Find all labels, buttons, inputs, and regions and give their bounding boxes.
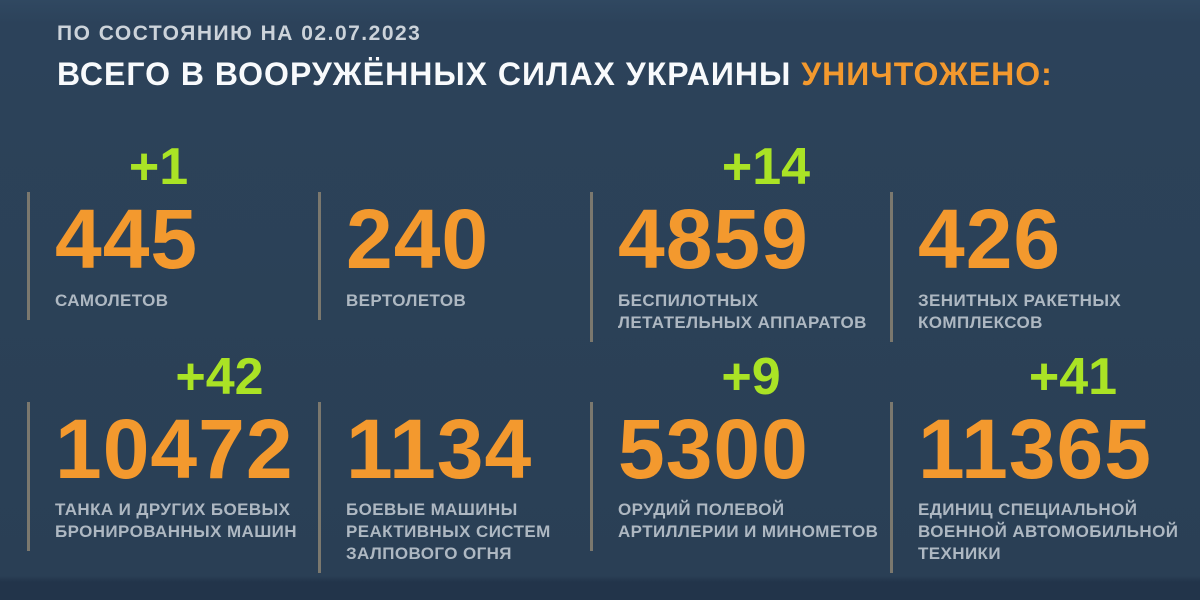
stat-body: 11365 ЕДИНИЦ СПЕЦИАЛЬНОЙ ВОЕННОЙ АВТОМОБ… bbox=[890, 401, 1200, 574]
stat-value: 10472 bbox=[55, 401, 294, 496]
stats-row-2: +42 10472 ТАНКА И ДРУГИХ БОЕВЫХ БРОНИРОВ… bbox=[27, 342, 1200, 574]
as-of-date: ПО СОСТОЯНИЮ НА 02.07.2023 bbox=[57, 22, 422, 45]
stat-value: 426 bbox=[918, 192, 1062, 286]
stat-increment: +9 bbox=[590, 342, 890, 406]
stat-label: БЕСПИЛОТНЫХ ЛЕТАТЕЛЬНЫХ АППАРАТОВ bbox=[618, 290, 867, 332]
stat-value: 445 bbox=[55, 192, 199, 286]
title-accent: УНИЧТОЖЕНО: bbox=[801, 56, 1053, 92]
stat-body: 426 ЗЕНИТНЫХ РАКЕТНЫХ КОМПЛЕКСОВ bbox=[890, 192, 1200, 342]
increment-value: +42 bbox=[175, 347, 264, 406]
stat-label: БОЕВЫЕ МАШИНЫ РЕАКТИВНЫХ СИСТЕМ ЗАЛПОВОГ… bbox=[346, 500, 551, 564]
stat-card-uavs: +14 4859 БЕСПИЛОТНЫХ ЛЕТАТЕЛЬНЫХ АППАРАТ… bbox=[590, 132, 890, 342]
stat-value: 4859 bbox=[618, 192, 809, 286]
stat-card-artillery: +9 5300 ОРУДИЙ ПОЛЕВОЙ АРТИЛЛЕРИИ И МИНО… bbox=[590, 342, 890, 552]
increment-value: +41 bbox=[1028, 347, 1118, 406]
stat-increment: +42 bbox=[27, 342, 318, 406]
stat-body: 445 САМОЛЕТОВ bbox=[27, 192, 318, 320]
stat-body: 240 ВЕРТОЛЕТОВ bbox=[318, 192, 590, 320]
stat-body: 1134 БОЕВЫЕ МАШИНЫ РЕАКТИВНЫХ СИСТЕМ ЗАЛ… bbox=[318, 401, 590, 574]
stat-label: ЗЕНИТНЫХ РАКЕТНЫХ КОМПЛЕКСОВ bbox=[918, 290, 1122, 332]
page-title: ВСЕГО В ВООРУЖЁННЫХ СИЛАХ УКРАИНЫ УНИЧТО… bbox=[57, 54, 1200, 94]
stat-label: САМОЛЕТОВ bbox=[55, 290, 169, 310]
stat-increment bbox=[318, 132, 590, 192]
stat-value: 240 bbox=[346, 192, 490, 286]
title-main: ВСЕГО В ВООРУЖЁННЫХ СИЛАХ УКРАИНЫ bbox=[57, 56, 802, 92]
stat-label: ОРУДИЙ ПОЛЕВОЙ АРТИЛЛЕРИИ И МИНОМЕТОВ bbox=[618, 500, 879, 542]
stat-increment: +41 bbox=[890, 342, 1200, 406]
bottom-letterbox-strip bbox=[0, 587, 1200, 600]
stat-card-mlrs: 1134 БОЕВЫЕ МАШИНЫ РЕАКТИВНЫХ СИСТЕМ ЗАЛ… bbox=[318, 342, 590, 574]
stat-label: ЕДИНИЦ СПЕЦИАЛЬНОЙ ВОЕННОЙ АВТОМОБИЛЬНОЙ… bbox=[918, 500, 1179, 564]
stat-card-helicopters: 240 ВЕРТОЛЕТОВ bbox=[318, 132, 590, 320]
stats-row-1: +1 445 САМОЛЕТОВ 240 ВЕРТОЛЕТОВ +14 4859… bbox=[27, 132, 1200, 342]
stat-body: 4859 БЕСПИЛОТНЫХ ЛЕТАТЕЛЬНЫХ АППАРАТОВ bbox=[590, 192, 890, 342]
increment-value: +1 bbox=[128, 138, 189, 196]
stat-increment: +14 bbox=[590, 132, 890, 196]
stat-increment bbox=[318, 342, 590, 402]
stat-body: 5300 ОРУДИЙ ПОЛЕВОЙ АРТИЛЛЕРИИ И МИНОМЕТ… bbox=[590, 401, 890, 552]
stat-label: ВЕРТОЛЕТОВ bbox=[346, 290, 467, 310]
stat-increment: +1 bbox=[27, 132, 318, 196]
stat-label: ТАНКА И ДРУГИХ БОЕВЫХ БРОНИРОВАННЫХ МАШИ… bbox=[55, 500, 297, 542]
stat-value: 11365 bbox=[918, 401, 1152, 496]
stat-body: 10472 ТАНКА И ДРУГИХ БОЕВЫХ БРОНИРОВАННЫ… bbox=[27, 401, 318, 552]
stat-value: 5300 bbox=[618, 401, 809, 496]
stat-card-aircraft: +1 445 САМОЛЕТОВ bbox=[27, 132, 318, 320]
stat-increment bbox=[890, 132, 1200, 192]
increment-value: +14 bbox=[721, 138, 811, 196]
stat-card-tanks: +42 10472 ТАНКА И ДРУГИХ БОЕВЫХ БРОНИРОВ… bbox=[27, 342, 318, 552]
stat-card-military-vehicles: +41 11365 ЕДИНИЦ СПЕЦИАЛЬНОЙ ВОЕННОЙ АВТ… bbox=[890, 342, 1200, 574]
header: ПО СОСТОЯНИЮ НА 02.07.2023 ВСЕГО В ВООРУ… bbox=[0, 0, 1200, 94]
increment-value: +9 bbox=[721, 347, 781, 406]
stat-card-sam-systems: 426 ЗЕНИТНЫХ РАКЕТНЫХ КОМПЛЕКСОВ bbox=[890, 132, 1200, 342]
stat-value: 1134 bbox=[346, 401, 533, 496]
